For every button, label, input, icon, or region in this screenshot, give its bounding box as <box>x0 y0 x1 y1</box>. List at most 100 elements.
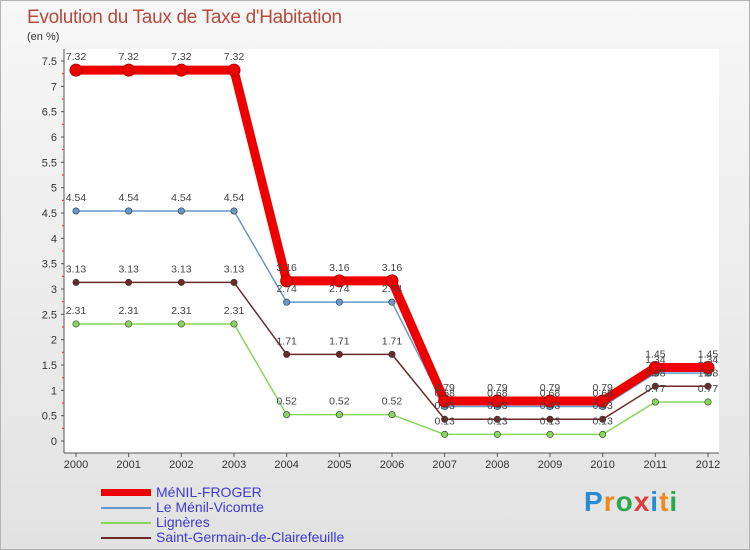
legend-swatch <box>101 507 151 509</box>
legend-swatch <box>101 489 151 496</box>
logo-letter: i <box>650 486 660 517</box>
data-point <box>388 350 396 358</box>
x-tick-label: 2002 <box>169 459 193 471</box>
data-label: 2.31 <box>171 305 192 317</box>
data-label: 0.52 <box>276 396 297 408</box>
data-label: 0.77 <box>645 383 666 395</box>
x-tick-label: 2006 <box>380 459 404 471</box>
logo-letter: P <box>584 486 604 517</box>
data-label: 0.68 <box>592 388 613 400</box>
data-label: 0.68 <box>540 388 561 400</box>
data-label: 0.79 <box>540 382 561 394</box>
legend-swatch <box>101 522 151 524</box>
data-point <box>174 63 188 77</box>
data-point <box>441 415 449 423</box>
data-label: 0.68 <box>434 388 455 400</box>
legend: MéNIL-FROGER Le Ménil-Vicomte Lignères S… <box>101 485 441 545</box>
data-label: 3.13 <box>224 263 245 275</box>
data-label: 4.54 <box>224 192 245 204</box>
data-label: 0.13 <box>434 415 455 427</box>
y-tick-label: 0.5 <box>42 411 57 423</box>
data-label: 0.68 <box>487 388 508 400</box>
y-tick-label: 1.5 <box>42 360 57 372</box>
y-tick-label: 4.5 <box>42 208 57 220</box>
data-point <box>122 63 136 77</box>
data-label: 0.52 <box>329 396 350 408</box>
data-point <box>704 398 712 406</box>
data-point <box>283 350 291 358</box>
data-point <box>230 207 238 215</box>
data-point <box>335 298 343 306</box>
data-label: 2.31 <box>118 305 139 317</box>
data-point <box>177 278 185 286</box>
data-label: 1.08 <box>698 367 719 379</box>
data-label: 3.13 <box>171 263 192 275</box>
x-tick-label: 2011 <box>644 459 668 471</box>
data-label: 0.52 <box>382 396 403 408</box>
data-point <box>125 207 133 215</box>
data-label: 0.13 <box>540 415 561 427</box>
logo-letter: i <box>669 486 679 517</box>
logo-letter: o <box>615 486 634 517</box>
data-point <box>543 394 557 408</box>
data-label: 1.45 <box>645 349 666 361</box>
x-tick-label: 2001 <box>116 459 140 471</box>
y-tick-label: 0 <box>51 436 57 448</box>
data-point <box>72 278 80 286</box>
y-tick-label: 4 <box>51 233 57 245</box>
data-point <box>546 415 554 423</box>
y-tick-label: 3.5 <box>42 259 57 271</box>
data-point <box>230 320 238 328</box>
data-point <box>651 398 659 406</box>
data-point <box>704 382 712 390</box>
data-point <box>599 430 607 438</box>
data-label: 1.34 <box>698 354 719 366</box>
data-label: 0.43 <box>487 400 508 412</box>
data-label: 3.13 <box>118 263 139 275</box>
legend-label: Saint-Germain-de-Clairefeuille <box>156 529 345 545</box>
data-label: 7.32 <box>66 51 87 63</box>
data-label: 4.54 <box>171 192 192 204</box>
data-point <box>335 350 343 358</box>
data-label: 0.43 <box>592 400 613 412</box>
y-tick-label: 5 <box>51 183 57 195</box>
data-label: 0.13 <box>487 415 508 427</box>
legend-item: MéNIL-FROGER <box>101 485 441 500</box>
data-point <box>125 278 133 286</box>
y-tick-label: 6 <box>51 132 57 144</box>
y-tick-label: 2.5 <box>42 309 57 321</box>
legend-label: Le Ménil-Vicomte <box>156 499 264 515</box>
y-tick-label: 2 <box>51 335 57 347</box>
data-point <box>332 274 346 288</box>
logo-letter: x <box>633 486 651 517</box>
proxiti-logo: Proxiti <box>584 486 678 518</box>
data-point <box>441 430 449 438</box>
data-point <box>493 430 501 438</box>
data-label: 0.79 <box>592 382 613 394</box>
data-label: 3.16 <box>329 262 350 274</box>
y-tick-label: 6.5 <box>42 107 57 119</box>
data-point <box>493 415 501 423</box>
y-tick-label: 7.5 <box>42 56 57 68</box>
y-unit-label: (en %) <box>27 31 60 43</box>
data-point <box>388 411 396 419</box>
x-tick-label: 2003 <box>222 459 246 471</box>
data-point <box>335 411 343 419</box>
data-label: 3.13 <box>66 263 87 275</box>
data-label: 4.54 <box>66 192 87 204</box>
data-point <box>546 430 554 438</box>
data-point <box>227 63 241 77</box>
data-label: 0.77 <box>698 383 719 395</box>
data-point <box>283 411 291 419</box>
data-label: 0.79 <box>487 382 508 394</box>
data-label: 2.74 <box>329 283 350 295</box>
data-point <box>596 394 610 408</box>
data-point <box>72 320 80 328</box>
x-tick-label: 2004 <box>274 459 298 471</box>
y-tick-label: 1 <box>51 385 57 397</box>
data-point <box>438 394 452 408</box>
data-label: 2.74 <box>382 283 403 295</box>
logo-letter: r <box>603 486 616 517</box>
legend-label: MéNIL-FROGER <box>156 484 262 500</box>
